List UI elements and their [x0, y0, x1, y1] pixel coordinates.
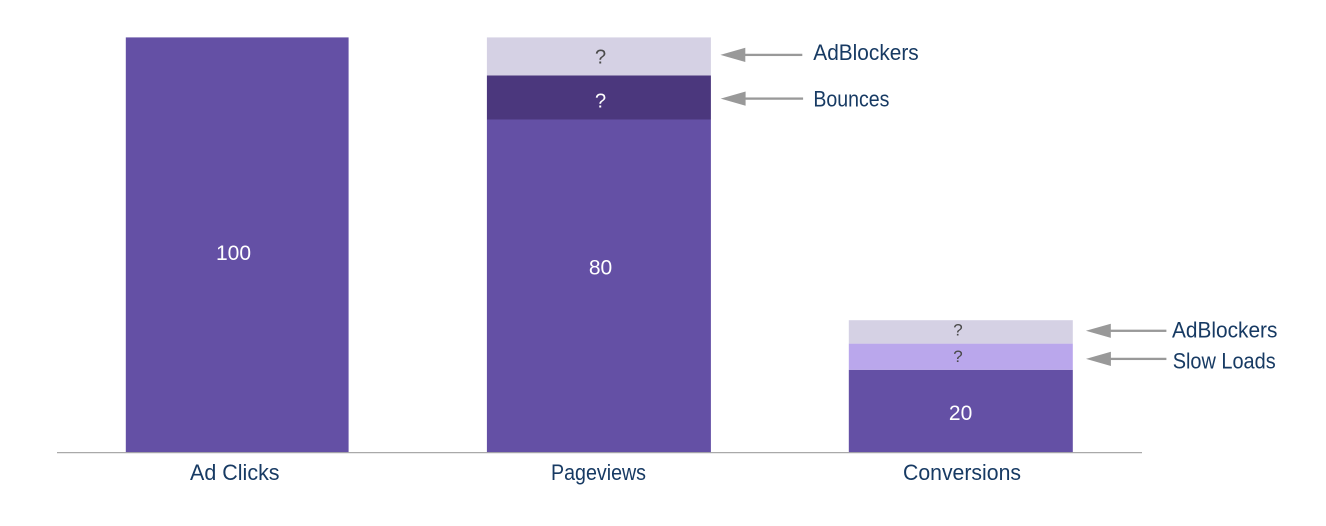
svg-text:?: ?: [595, 91, 606, 113]
svg-text:AdBlockers: AdBlockers: [813, 40, 918, 65]
svg-text:?: ?: [595, 47, 606, 69]
svg-text:20: 20: [949, 402, 972, 425]
svg-text:AdBlockers: AdBlockers: [1172, 318, 1277, 343]
svg-text:Pageviews: Pageviews: [551, 460, 646, 485]
svg-text:?: ?: [953, 321, 962, 340]
svg-text:100: 100: [216, 242, 251, 265]
svg-text:Slow Loads: Slow Loads: [1173, 349, 1276, 374]
svg-text:80: 80: [589, 256, 612, 279]
svg-text:Conversions: Conversions: [903, 460, 1021, 485]
svg-text:Ad Clicks: Ad Clicks: [190, 460, 280, 485]
svg-text:Bounces: Bounces: [813, 87, 889, 112]
svg-text:?: ?: [953, 347, 962, 366]
